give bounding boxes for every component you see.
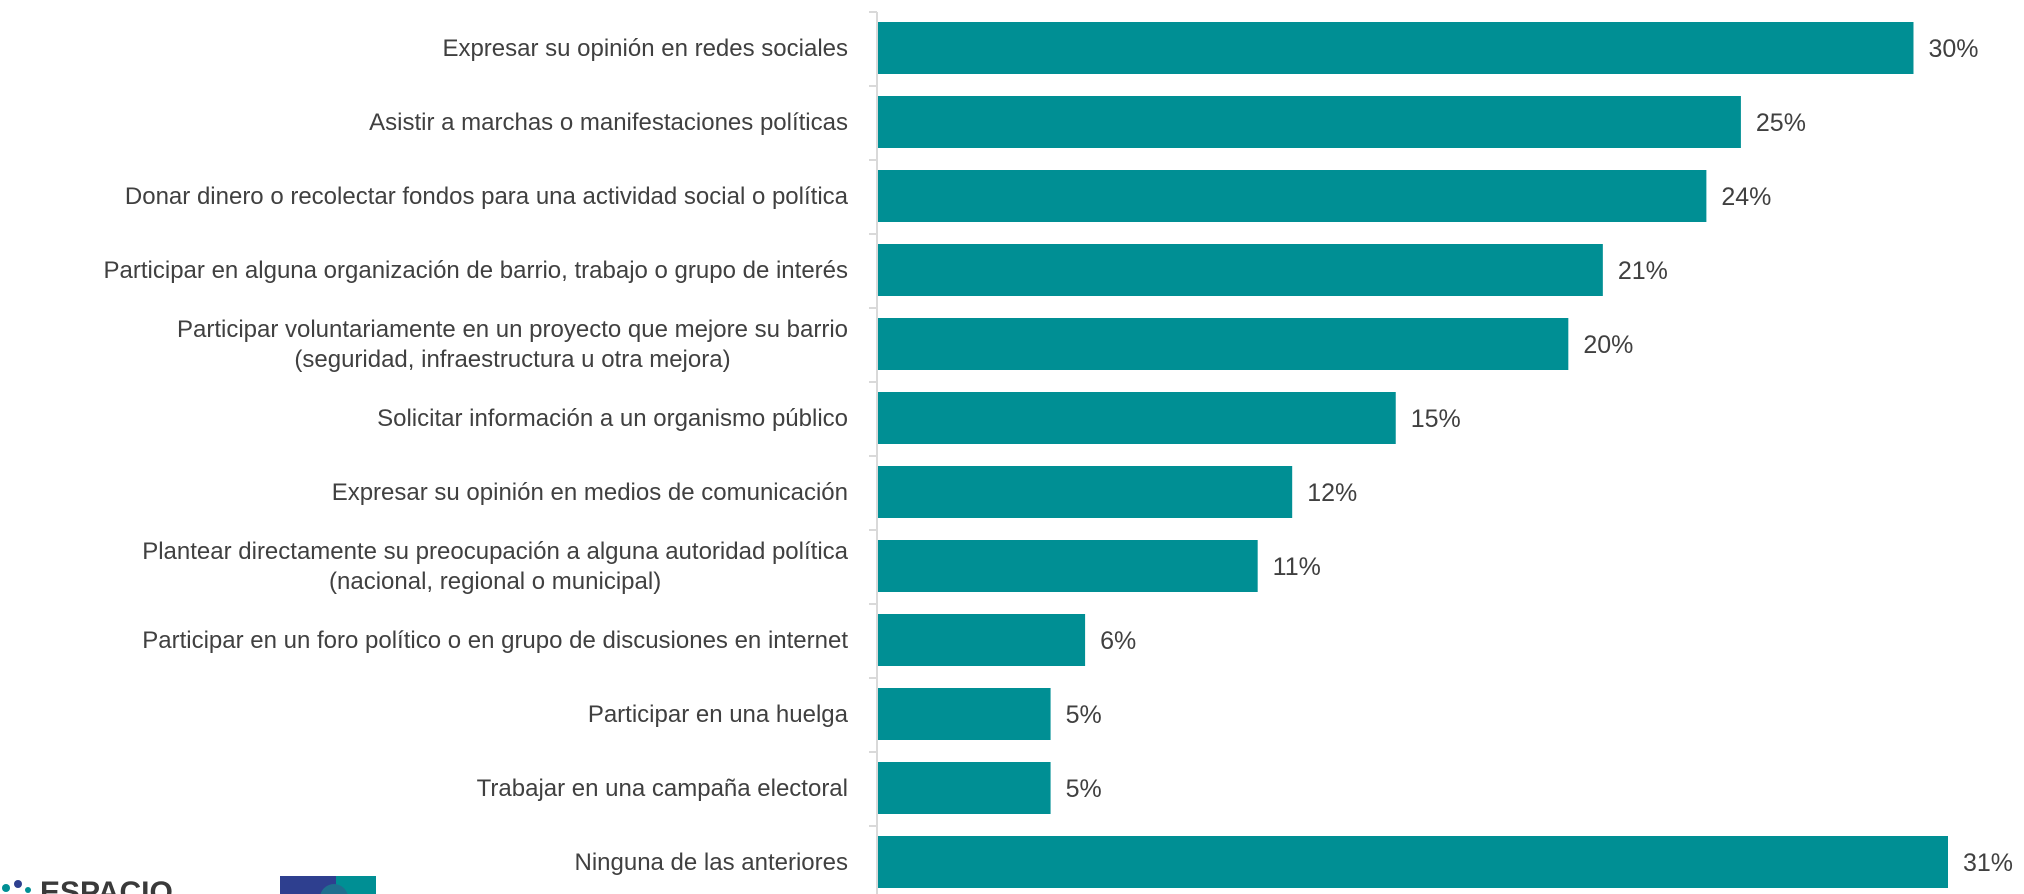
category-label-line: Participar en una huelga: [588, 701, 849, 728]
bar: [878, 762, 1051, 814]
bar: [878, 540, 1258, 592]
value-label: 25%: [1756, 109, 1806, 137]
category-label-line: Expresar su opinión en medios de comunic…: [332, 479, 848, 506]
value-label: 5%: [1066, 701, 1102, 729]
category-label-line: Participar en un foro político o en grup…: [142, 627, 848, 654]
category-label: Participar en una huelga: [588, 701, 849, 728]
value-label: 11%: [1273, 553, 1321, 581]
value-label: 21%: [1618, 257, 1668, 285]
bar: [878, 614, 1086, 666]
category-label: Trabajar en una campaña electoral: [477, 775, 848, 802]
value-label: 6%: [1100, 627, 1136, 655]
category-label: Solicitar información a un organismo púb…: [377, 405, 848, 432]
category-label: Expresar su opinión en medios de comunic…: [332, 479, 848, 506]
axis-ticks-group: [869, 11, 877, 827]
logo-block-accent: [336, 876, 376, 894]
logo-block: [280, 876, 336, 894]
category-label: Plantear directamente su preocupación a …: [142, 538, 848, 595]
value-label: 5%: [1066, 775, 1102, 803]
value-label: 12%: [1307, 479, 1357, 507]
logo-dot: [2, 884, 10, 892]
category-labels-group: Expresar su opinión en redes sociales Asi…: [104, 35, 849, 876]
category-label: Asistir a marchas o manifestaciones polí…: [369, 109, 848, 136]
bar: [878, 688, 1051, 740]
bar: [878, 318, 1569, 370]
value-label: 20%: [1583, 331, 1633, 359]
value-label: 31%: [1963, 849, 2013, 877]
value-labels-group: 30% 25% 24% 21% 20% 15% 12% 11% 6% 5% 5% 31%: [1066, 35, 2013, 877]
bar: [878, 244, 1603, 296]
logo-dot: [25, 887, 31, 893]
value-label: 24%: [1721, 183, 1771, 211]
category-label-line: Asistir a marchas o manifestaciones polí…: [369, 109, 848, 136]
bar: [878, 836, 1948, 888]
category-label: Donar dinero o recolectar fondos para un…: [125, 183, 849, 210]
logo-espacio: ESPACIO: [2, 876, 173, 894]
category-label-line: Plantear directamente su preocupación a …: [142, 538, 848, 565]
bar: [878, 96, 1741, 148]
value-label: 30%: [1928, 35, 1978, 63]
bar: [878, 22, 1914, 74]
category-label: Ninguna de las anteriores: [574, 849, 848, 876]
category-label-line: Solicitar información a un organismo púb…: [377, 405, 848, 432]
category-label-line: Expresar su opinión en redes sociales: [442, 35, 848, 62]
logo-espacio-text: ESPACIO: [40, 876, 173, 894]
category-label-line: Trabajar en una campaña electoral: [477, 775, 848, 802]
category-label-line: (seguridad, infraestructura u otra mejor…: [294, 346, 730, 373]
bar: [878, 392, 1396, 444]
bars-group: [878, 22, 1948, 888]
category-label-line: Participar en alguna organización de bar…: [104, 257, 848, 284]
logo-secondary: [280, 876, 376, 894]
logo-mark: [320, 884, 348, 894]
category-label-line: Participar voluntariamente en un proyect…: [177, 316, 848, 343]
category-label-line: Ninguna de las anteriores: [574, 849, 848, 876]
category-label: Participar en un foro político o en grup…: [142, 627, 848, 654]
category-label: Expresar su opinión en redes sociales: [442, 35, 848, 62]
category-label-line: Donar dinero o recolectar fondos para un…: [125, 183, 849, 210]
category-label: Participar voluntariamente en un proyect…: [177, 316, 848, 373]
bar: [878, 466, 1293, 518]
logo-dot: [14, 880, 22, 888]
bar: [878, 170, 1707, 222]
category-label-line: (nacional, regional o municipal): [329, 568, 661, 595]
value-label: 15%: [1411, 405, 1461, 433]
category-label: Participar en alguna organización de bar…: [104, 257, 848, 284]
